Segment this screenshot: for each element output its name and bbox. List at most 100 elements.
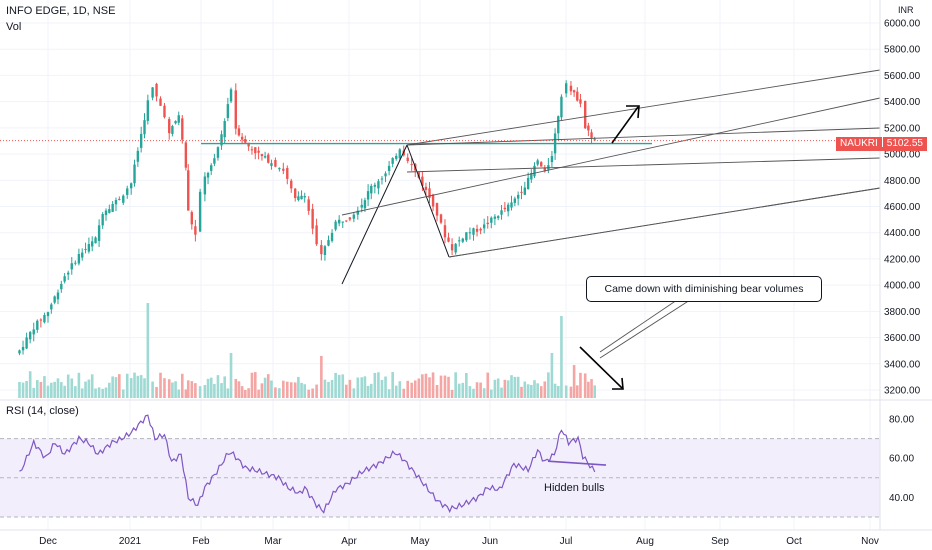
candle-body — [126, 188, 129, 195]
volume-bar — [136, 375, 140, 398]
volume-bar — [198, 386, 202, 398]
candle-body — [311, 208, 314, 229]
price-tick-label: 5000.00 — [884, 150, 921, 161]
volume-bar — [151, 381, 154, 398]
candle-body — [274, 160, 277, 167]
candle-body — [190, 212, 194, 225]
volume-bar — [506, 380, 510, 398]
price-tick-label: 4800.00 — [884, 176, 921, 187]
candle-body — [360, 204, 363, 208]
candle-body — [28, 332, 32, 340]
volume-bar — [293, 382, 297, 398]
price-tick-label: 6000.00 — [884, 19, 921, 30]
volume-down-arrow — [579, 346, 623, 389]
volume-bar — [352, 388, 356, 398]
volume-bar — [402, 388, 406, 398]
volume-label[interactable]: Vol — [6, 21, 22, 33]
volume-bar — [108, 382, 111, 398]
candle-body — [25, 337, 28, 349]
callout-annotation[interactable]: Came down with diminishing bear volumes — [586, 276, 822, 302]
volume-down-arrowhead — [612, 377, 624, 390]
candle-body — [213, 158, 216, 164]
volume-bar — [263, 377, 267, 398]
volume-bar — [133, 372, 136, 398]
candle-body — [458, 240, 461, 242]
volume-bar — [50, 382, 53, 398]
candle-body — [60, 283, 63, 290]
candle-body — [584, 100, 587, 129]
volume-bar — [572, 365, 576, 398]
volume-bar — [327, 381, 330, 398]
candle-body — [177, 115, 180, 123]
rally-trendline — [341, 144, 408, 285]
candle-body — [267, 154, 270, 163]
candle-body — [530, 173, 533, 180]
candle-body — [395, 155, 398, 159]
rsi-tick-label: 80.00 — [889, 415, 914, 426]
rsi-tick-label: 40.00 — [889, 493, 914, 504]
volume-bar — [564, 385, 568, 398]
volume-bar — [513, 376, 517, 398]
candle-body — [56, 292, 60, 300]
volume-bar — [406, 380, 410, 398]
price-tick-label: 4000.00 — [884, 281, 921, 292]
candle-body — [143, 120, 146, 135]
candle-body — [294, 188, 297, 199]
volume-bar — [234, 378, 238, 398]
volume-bar — [194, 383, 197, 398]
candle-body — [94, 237, 97, 244]
candle-body — [260, 154, 264, 157]
candle-body — [593, 139, 596, 141]
volume-bar — [590, 379, 593, 398]
candle-body — [461, 238, 464, 242]
candle-body — [384, 173, 387, 177]
volume-bar — [237, 381, 241, 398]
candle-body — [380, 178, 384, 180]
volume-bar — [472, 388, 475, 398]
candle-body — [114, 200, 118, 205]
volume-bar — [391, 372, 394, 398]
candle-body — [163, 105, 166, 118]
volume-bar — [500, 387, 503, 398]
volume-bar — [167, 379, 171, 398]
candle-body — [472, 228, 475, 235]
volume-bar — [398, 381, 402, 398]
volume-bar — [190, 381, 194, 398]
volume-bar — [87, 379, 91, 398]
channel-lower-line — [448, 187, 881, 258]
rsi-indicator-label[interactable]: RSI (14, close) — [6, 405, 79, 417]
time-tick-label: Apr — [341, 536, 357, 547]
candle-body — [194, 226, 197, 235]
price-pane — [18, 80, 596, 356]
volume-bar — [125, 373, 129, 398]
candle-body — [315, 225, 318, 245]
candle-body — [323, 246, 327, 256]
candle-body — [345, 220, 348, 222]
candle-body — [39, 319, 43, 321]
volume-bar — [341, 374, 345, 398]
symbol-title[interactable]: INFO EDGE, 1D, NSE — [6, 5, 116, 17]
candle-body — [216, 147, 220, 158]
candle-body — [398, 149, 401, 159]
pitchfork-line — [406, 69, 881, 146]
volume-bar — [303, 384, 307, 398]
volume-bar — [266, 374, 270, 398]
candle-body — [391, 158, 394, 164]
volume-bar — [181, 373, 184, 398]
volume-bar — [348, 379, 352, 398]
candle-body — [513, 198, 517, 203]
volume-bar — [250, 372, 254, 398]
price-badge: NAUKRI 5102.55 — [836, 137, 927, 151]
candle-body — [254, 147, 257, 154]
volume-bar — [550, 353, 554, 398]
volume-bar — [526, 384, 530, 398]
volume-bar — [213, 383, 216, 398]
candle-body — [104, 210, 108, 216]
candle-body — [32, 329, 35, 335]
time-tick-label: Aug — [636, 536, 654, 547]
hidden-bulls-annotation[interactable]: Hidden bulls — [544, 482, 605, 494]
candle-body — [550, 156, 554, 163]
candle-body — [303, 196, 306, 198]
candle-body — [244, 139, 247, 143]
volume-bar — [155, 386, 158, 398]
